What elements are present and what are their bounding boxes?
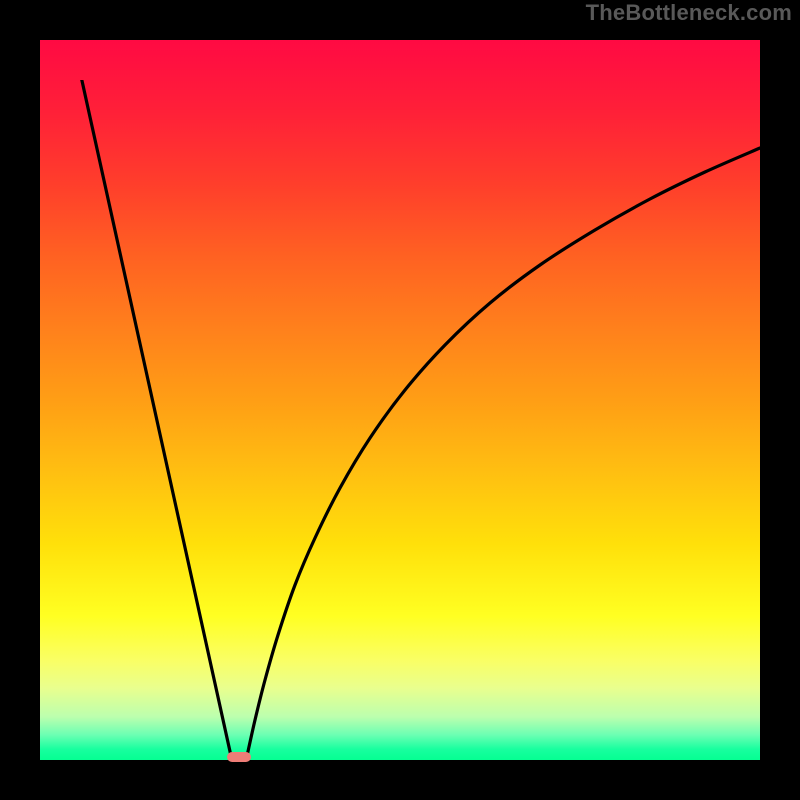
plot-background [40, 40, 760, 760]
optimal-marker [227, 752, 251, 762]
watermark-text: TheBottleneck.com [586, 0, 792, 26]
chart-container: TheBottleneck.com [0, 0, 800, 800]
chart-svg [0, 0, 800, 800]
